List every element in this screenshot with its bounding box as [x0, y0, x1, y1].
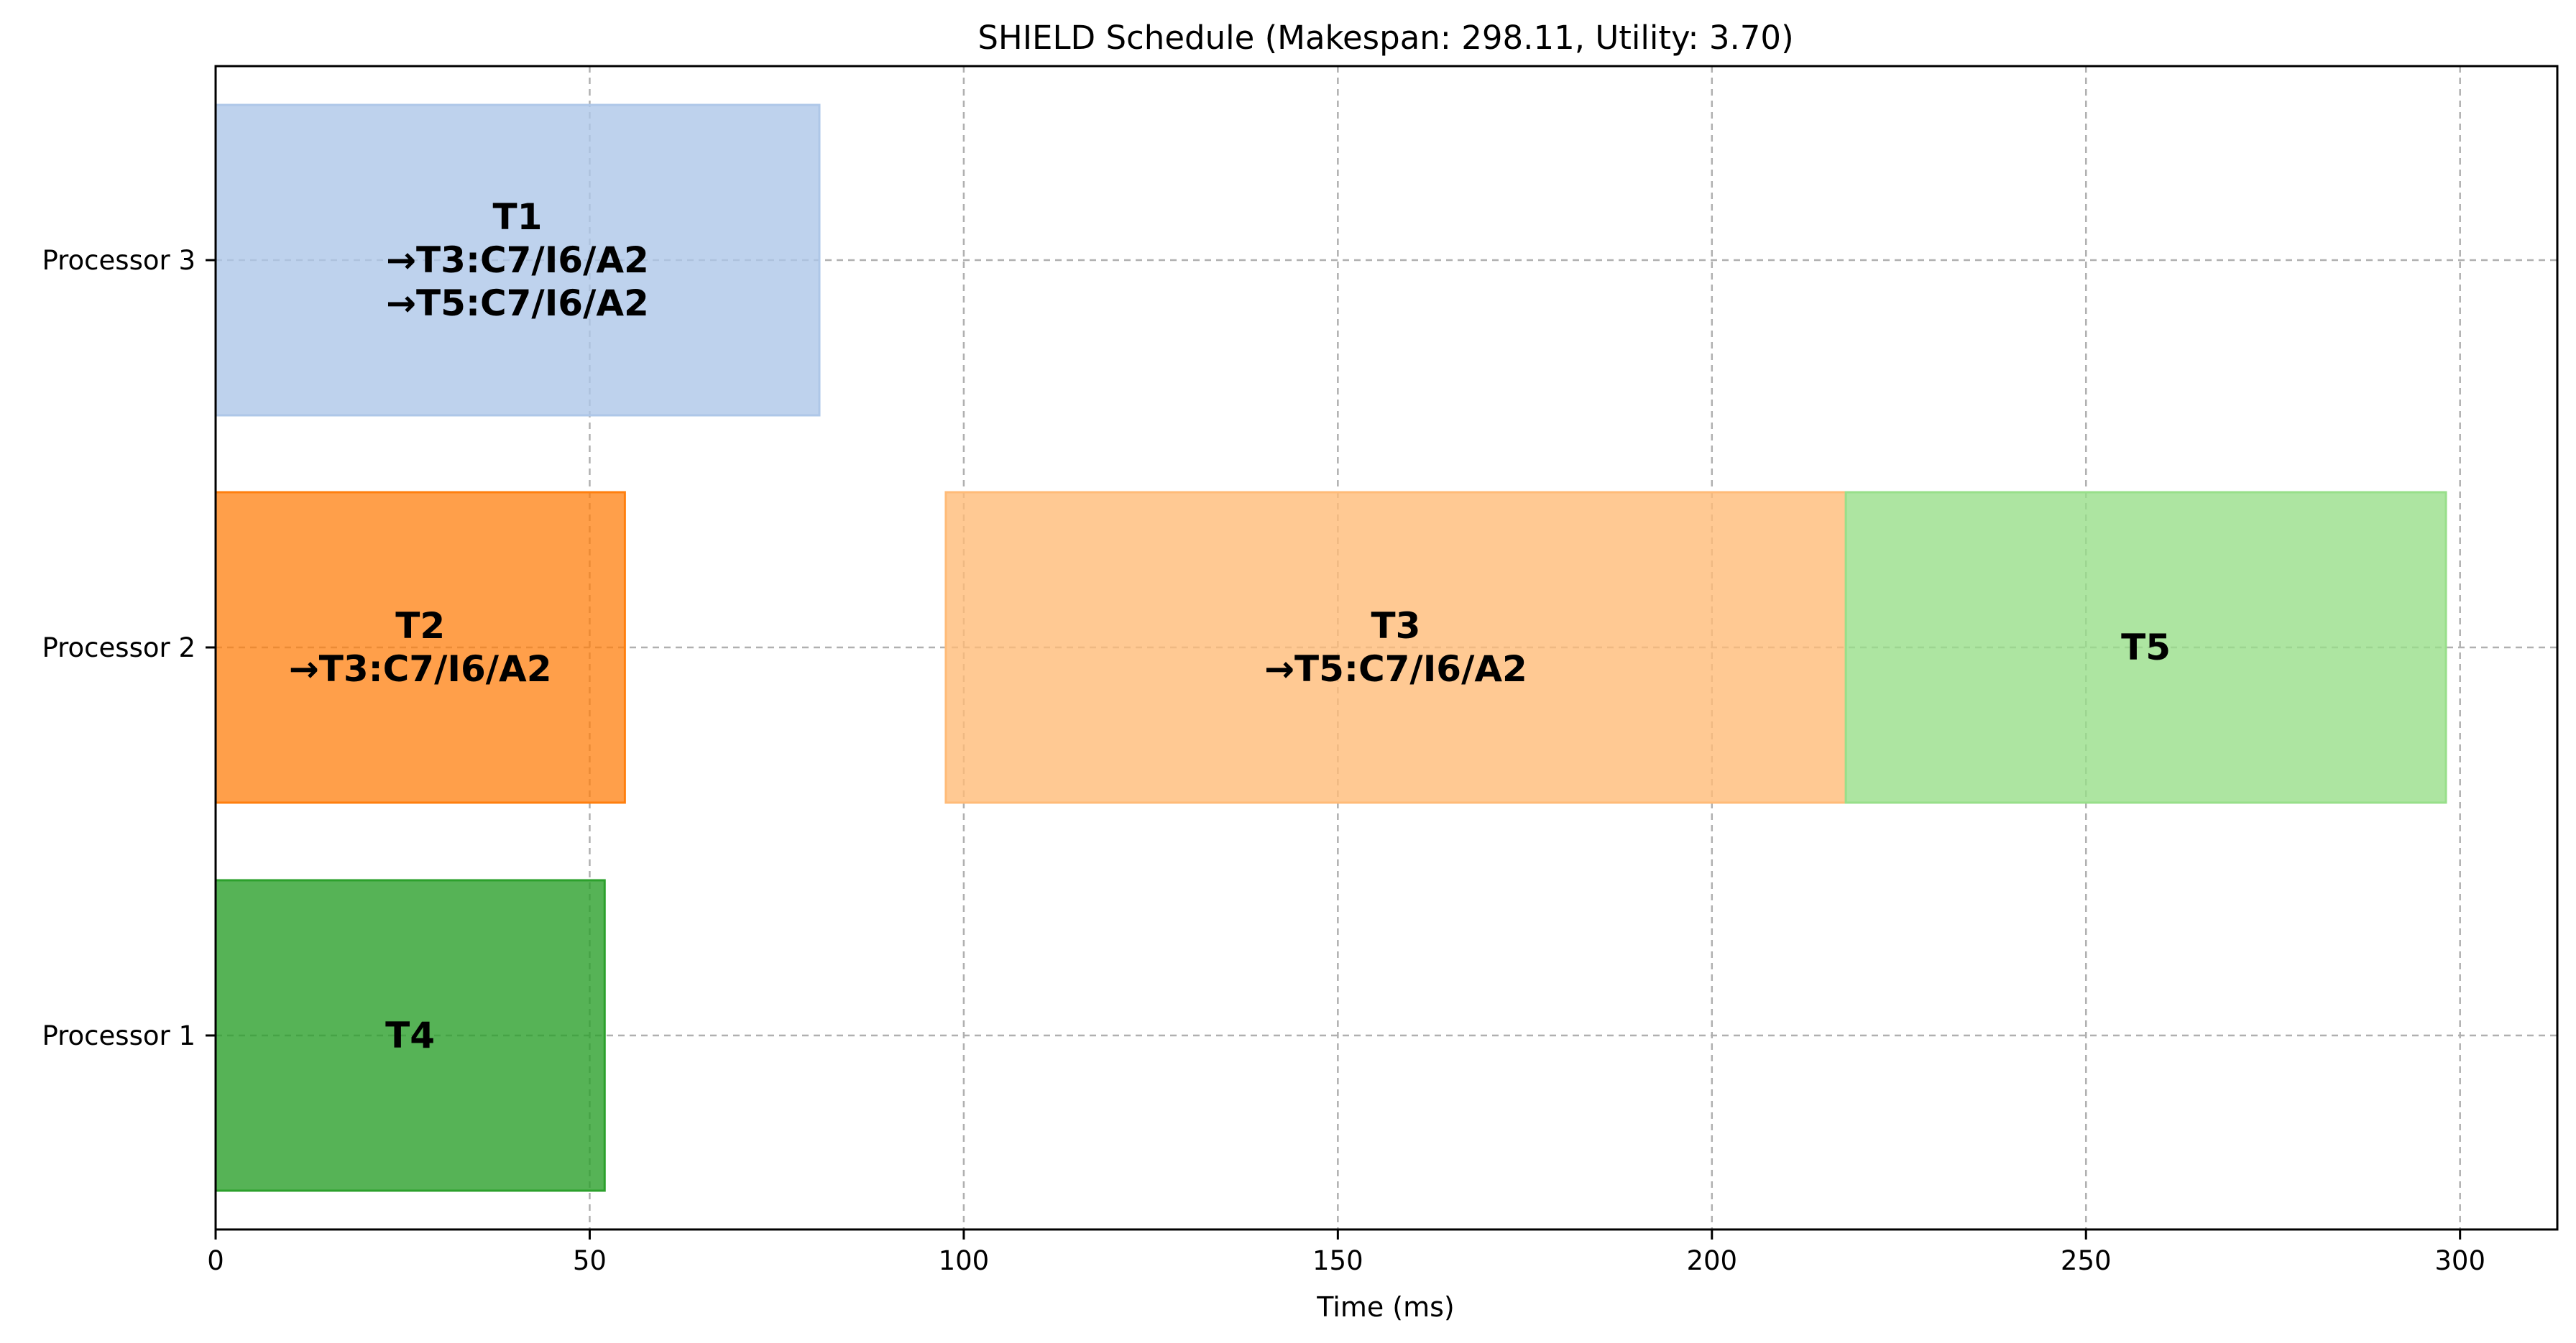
task-labels: T1→T3:C7/I6/A2→T5:C7/I6/A2T2→T3:C7/I6/A2… — [289, 196, 2171, 1056]
task-label-t5-line-1: T5 — [2121, 627, 2171, 668]
y-tick-label-2: Processor 2 — [42, 632, 196, 663]
task-bar-t4 — [214, 879, 606, 1192]
x-axis-label: Time (ms) — [1316, 1291, 1455, 1323]
x-tick-label-0: 0 — [207, 1245, 224, 1276]
x-tick-label-100: 100 — [939, 1245, 990, 1276]
task-label-t2-line-1: T2 — [395, 605, 445, 647]
y-tick-label-3: Processor 3 — [42, 245, 196, 276]
task-label-t3-line-1: T3 — [1371, 605, 1421, 647]
y-axis-ticks: Processor 1 Processor 2 Processor 3 — [42, 245, 216, 1051]
x-tick-label-250: 250 — [2061, 1245, 2112, 1276]
task-bar-t1 — [214, 103, 821, 417]
task-label-t1-line-1: T1 — [493, 196, 543, 238]
task-label-t4-line-1: T4 — [385, 1015, 435, 1056]
y-tick-label-1: Processor 1 — [42, 1020, 196, 1051]
x-tick-label-50: 50 — [573, 1245, 607, 1276]
x-tick-label-200: 200 — [1686, 1245, 1737, 1276]
task-label-t1-line-2: →T3:C7/I6/A2 — [386, 239, 649, 281]
task-bar-t2 — [214, 491, 626, 804]
task-bars — [214, 103, 2447, 1192]
task-label-t2-line-2: →T3:C7/I6/A2 — [289, 648, 552, 690]
x-axis-ticks: 0 50 100 150 200 250 300 — [207, 1229, 2485, 1276]
task-label-t1-line-3: →T5:C7/I6/A2 — [386, 282, 649, 324]
task-label-t3-line-2: →T5:C7/I6/A2 — [1264, 648, 1527, 690]
x-tick-label-300: 300 — [2434, 1245, 2485, 1276]
x-tick-label-150: 150 — [1312, 1245, 1363, 1276]
task-bar-t5 — [1844, 491, 2447, 804]
chart-title: SHIELD Schedule (Makespan: 298.11, Utili… — [978, 19, 1793, 57]
task-bar-t3 — [944, 491, 1847, 804]
